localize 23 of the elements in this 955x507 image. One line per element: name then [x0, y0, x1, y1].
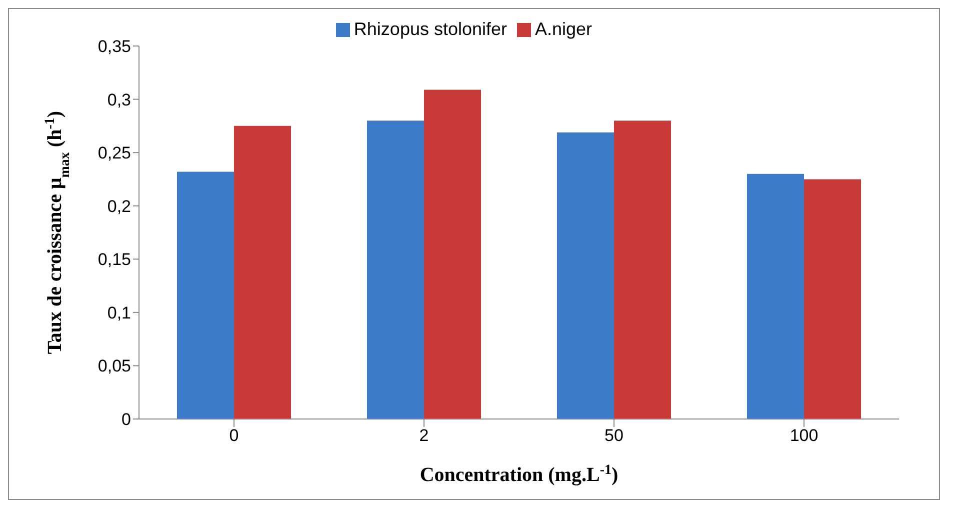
y-tick-label: 0,1 [107, 303, 131, 322]
bar [367, 120, 424, 419]
y-tick-label: 0,15 [98, 250, 131, 270]
bar [614, 120, 671, 419]
y-tick-label: 0,05 [98, 356, 131, 376]
bar [234, 126, 291, 419]
bar [177, 172, 234, 419]
y-tick-label: 0 [122, 410, 131, 430]
bar [747, 174, 804, 419]
legend-label: Rhizopus stolonifer [354, 19, 508, 39]
bar [804, 179, 861, 419]
y-tick-label: 0,25 [98, 144, 131, 163]
x-tick-label: 0 [229, 426, 239, 446]
x-tick-label: 2 [419, 426, 429, 446]
y-tick-label: 0,35 [98, 37, 131, 56]
x-tick-label: 50 [604, 426, 624, 446]
y-tick-label: 0,2 [107, 196, 131, 216]
bar [424, 90, 481, 419]
x-tick-label: 100 [790, 426, 818, 446]
y-tick-label: 0,3 [107, 90, 131, 110]
x-axis-title: Concentration (mg.L$^{-1}$) [420, 462, 618, 486]
legend-label: A.niger [535, 19, 592, 39]
bar [557, 132, 614, 419]
